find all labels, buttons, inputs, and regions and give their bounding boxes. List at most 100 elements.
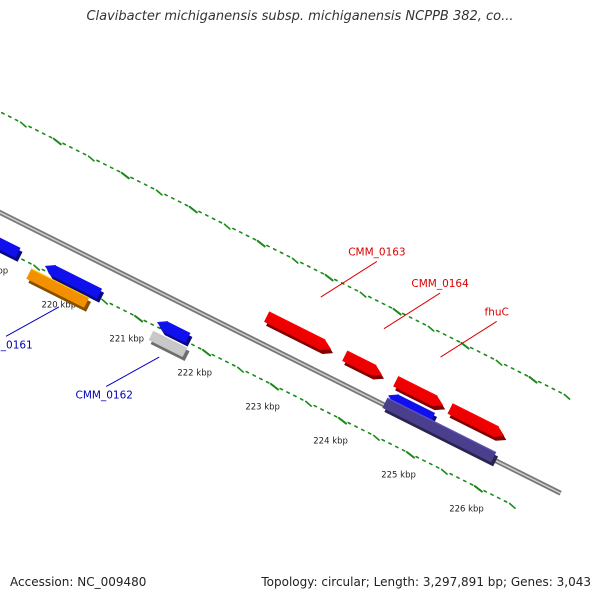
minor-tick (510, 367, 515, 370)
minor-tick (394, 445, 399, 449)
minor-tick (496, 496, 501, 500)
minor-tick (33, 264, 41, 271)
gene-highlight (268, 311, 326, 341)
minor-tick (223, 223, 231, 230)
minor-tick (211, 217, 216, 221)
minor-tick (490, 356, 495, 360)
gene-highlight (387, 397, 497, 454)
minor-tick (41, 132, 46, 136)
minor-tick (456, 476, 460, 479)
minor-tick (155, 189, 163, 196)
gene-body (26, 268, 89, 308)
minor-tick (177, 200, 182, 204)
genome-backbone (0, 209, 562, 496)
minor-tick (313, 404, 318, 408)
gene-highlight (397, 376, 438, 397)
minor-tick (428, 462, 433, 466)
minor-tick (304, 400, 312, 407)
minor-tick (225, 360, 229, 364)
minor-tick (265, 380, 270, 384)
gene-body (148, 330, 188, 358)
minor-tick (170, 197, 175, 200)
major-tick (134, 314, 144, 323)
tick-track-lower: 219 kbp 220 kbp 221 kbp 222 kbp 223 kbp 224 k… (0, 247, 516, 514)
minor-tick (116, 169, 121, 173)
minor-tick (401, 312, 406, 316)
minor-tick (422, 459, 426, 462)
gene-body (342, 351, 383, 376)
gene-label[interactable]: fhuC (485, 306, 509, 318)
minor-tick (252, 374, 257, 377)
minor-tick (232, 227, 236, 231)
major-tick (337, 416, 348, 425)
tick-label: 219 kbp (0, 266, 8, 276)
gene-body (447, 403, 505, 437)
gene-feature-f6[interactable] (264, 311, 334, 355)
minor-tick (291, 257, 299, 264)
minor-tick (218, 220, 223, 224)
gene-label[interactable]: CMM_0162 (76, 389, 133, 401)
minor-tick (381, 302, 386, 306)
gene-feature-f7[interactable] (342, 350, 385, 380)
minor-tick (359, 291, 367, 298)
gene-feature-f1[interactable] (0, 228, 23, 262)
minor-tick (372, 434, 380, 441)
gene-body (157, 321, 191, 343)
gene-feature-f2[interactable] (45, 265, 105, 303)
minor-tick (456, 339, 461, 343)
minor-tick (517, 370, 522, 374)
minor-tick (462, 479, 467, 483)
major-tick (201, 348, 212, 357)
major-tick (528, 375, 538, 384)
gene-feature-f4[interactable] (157, 321, 193, 347)
minor-tick (415, 319, 420, 323)
gene-feature-f9[interactable] (447, 403, 507, 441)
tick-label: 221 kbp (109, 334, 144, 344)
minor-tick (116, 306, 121, 309)
minor-tick (292, 394, 297, 398)
gene-feature-f3[interactable] (26, 268, 91, 312)
minor-tick (1, 111, 5, 115)
minor-tick (326, 411, 331, 415)
minor-tick (427, 325, 435, 332)
gene-feature-f8[interactable] (393, 376, 446, 411)
major-tick (52, 137, 62, 146)
gene-label[interactable]: CMM_0164 (411, 278, 469, 290)
minor-tick (252, 237, 257, 241)
tick-track-upper (1, 111, 571, 400)
minor-tick (347, 421, 352, 425)
backbone-line (0, 209, 562, 496)
minor-tick (129, 312, 134, 316)
minor-tick (150, 186, 155, 190)
minor-tick (123, 309, 127, 313)
gene-highlight (452, 403, 499, 428)
major-tick (269, 382, 280, 391)
tick-label: 222 kbp (177, 368, 212, 378)
minor-tick (102, 162, 107, 166)
label-leader-line (440, 320, 497, 358)
minor-tick (300, 261, 304, 265)
minor-tick (68, 145, 73, 149)
minor-tick (27, 261, 32, 265)
tick-label: 223 kbp (245, 402, 280, 412)
minor-tick (258, 377, 263, 381)
topology-info: Topology: circular; Length: 3,297,891 bp… (261, 575, 591, 589)
major-tick (188, 205, 198, 214)
gene-label[interactable]: CMM_0161 (0, 339, 33, 351)
minor-tick (299, 397, 304, 401)
minor-tick (544, 384, 549, 387)
gene-label[interactable]: CMM_0163 (348, 246, 405, 258)
tick-label: 225 kbp (381, 470, 416, 480)
tick-label: 224 kbp (313, 436, 348, 446)
minor-tick (130, 176, 134, 180)
minor-tick (211, 353, 216, 357)
minor-tick (388, 305, 393, 309)
gene-feature-f5[interactable] (148, 329, 190, 362)
minor-tick (14, 118, 19, 122)
major-tick (120, 171, 130, 180)
gene-feature-f11[interactable] (382, 397, 499, 467)
minor-tick (48, 135, 53, 139)
minor-tick (354, 288, 359, 292)
minor-tick (320, 408, 324, 411)
